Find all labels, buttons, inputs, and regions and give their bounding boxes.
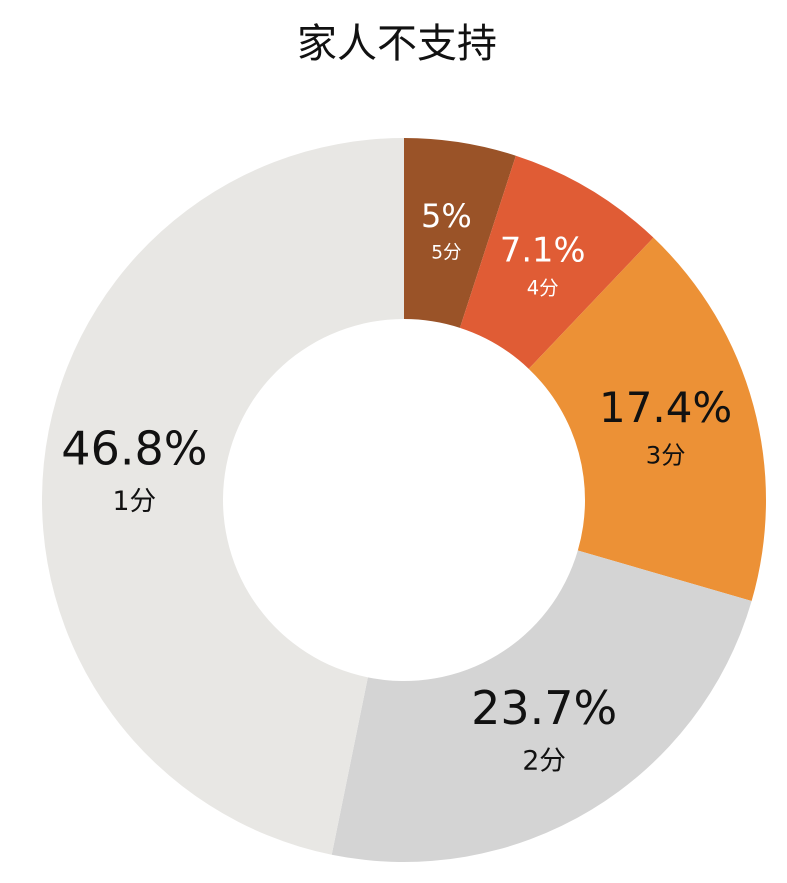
donut-slice	[459, 155, 654, 369]
slice-value-label: 46.8%	[61, 422, 207, 476]
slice-category-label: 4分	[527, 277, 559, 300]
slice-category-label: 1分	[113, 486, 157, 517]
donut-slice	[528, 237, 766, 601]
slice-value-label: 17.4%	[599, 383, 732, 432]
donut-slice	[331, 550, 752, 863]
donut-slice	[404, 138, 516, 328]
donut-slice	[41, 138, 404, 855]
slice-category-label: 2分	[522, 745, 566, 776]
chart-title: 家人不支持	[297, 21, 497, 67]
slice-category-label: 5分	[431, 243, 461, 264]
slice-value-label: 7.1%	[500, 231, 586, 270]
slice-category-label: 3分	[646, 441, 686, 470]
slice-value-label: 5%	[421, 197, 472, 235]
slice-value-label: 23.7%	[471, 681, 617, 735]
